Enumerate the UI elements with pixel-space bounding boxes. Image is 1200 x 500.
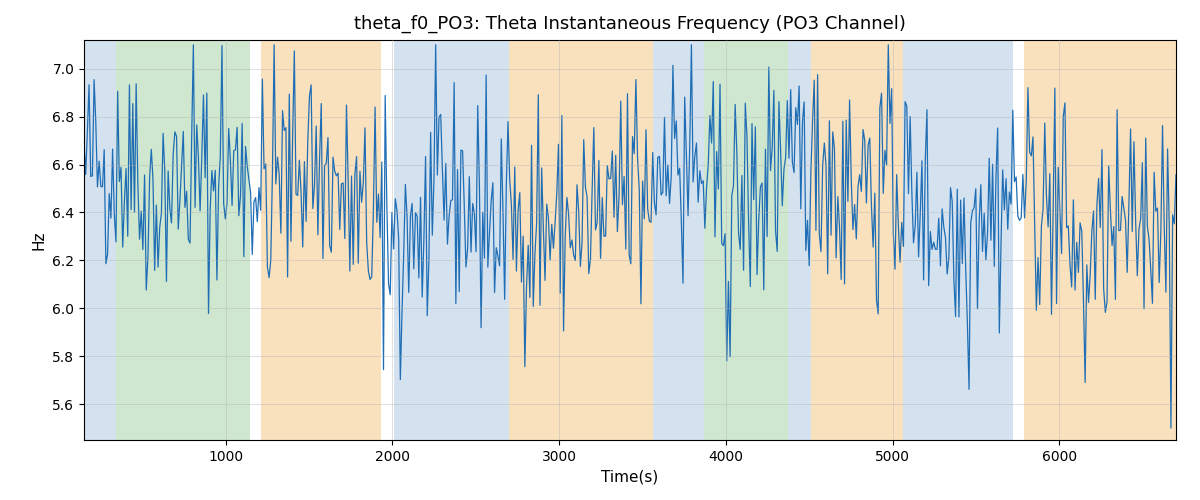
Bar: [84, 40, 115, 440]
Bar: [250, 40, 260, 440]
Title: theta_f0_PO3: Theta Instantaneous Frequency (PO3 Channel): theta_f0_PO3: Theta Instantaneous Freque…: [354, 15, 906, 33]
Bar: [672, 40, 704, 440]
Bar: [1025, 40, 1176, 440]
Y-axis label: Hz: Hz: [31, 230, 47, 250]
X-axis label: Time(s): Time(s): [601, 470, 659, 484]
Bar: [380, 40, 394, 440]
Bar: [509, 40, 521, 440]
Bar: [902, 40, 1013, 440]
Bar: [704, 40, 787, 440]
Bar: [521, 40, 653, 440]
Bar: [811, 40, 902, 440]
Bar: [115, 40, 250, 440]
Bar: [787, 40, 811, 440]
Bar: [394, 40, 509, 440]
Bar: [653, 40, 672, 440]
Bar: [1013, 40, 1025, 440]
Bar: [260, 40, 380, 440]
